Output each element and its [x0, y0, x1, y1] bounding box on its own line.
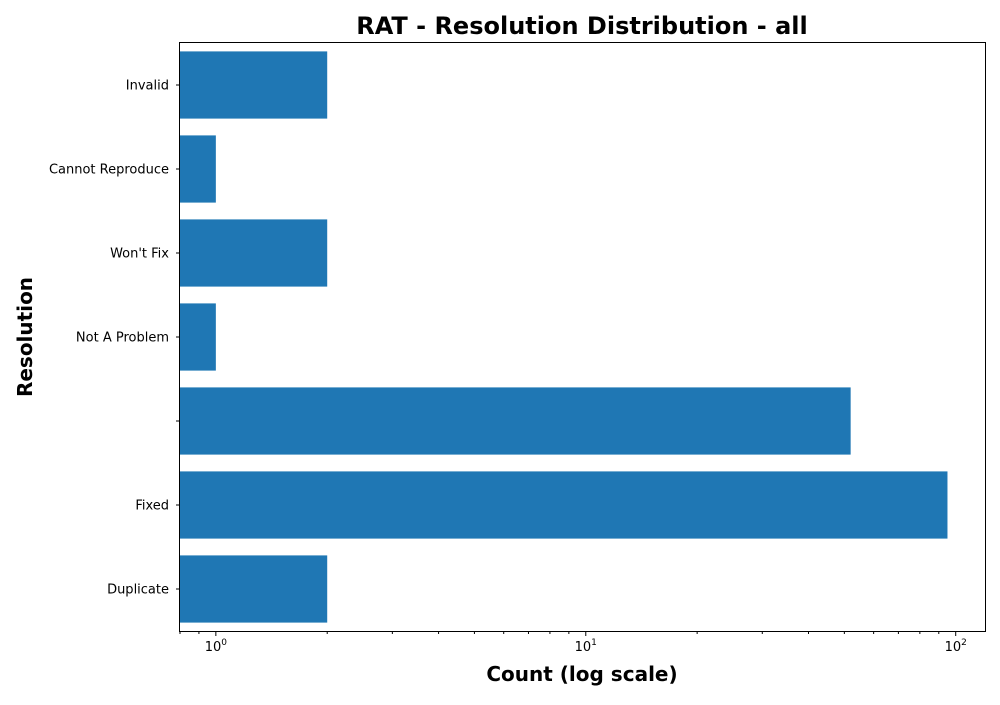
- bar: [180, 219, 328, 287]
- chart-title: RAT - Resolution Distribution - all: [356, 12, 808, 40]
- x-axis-label: Count (log scale): [486, 662, 677, 686]
- bar: [180, 303, 216, 371]
- bar: [180, 51, 328, 119]
- y-tick-label: Duplicate: [107, 583, 169, 598]
- y-tick-label: Cannot Reproduce: [49, 163, 169, 178]
- x-tick-base: 10: [945, 640, 962, 655]
- y-tick-label: Fixed: [135, 499, 169, 514]
- bar: [180, 555, 328, 623]
- y-axis-label: Resolution: [13, 277, 37, 397]
- x-tick-exponent: 0: [221, 638, 227, 648]
- bars-group: [180, 51, 948, 623]
- x-tick-base: 10: [205, 640, 222, 655]
- y-axis-ticks: Duplicate Fixed Not A Problem Won't Fix Cann…: [49, 79, 180, 598]
- x-tick-base: 10: [575, 640, 592, 655]
- x-tick-exponent: 1: [591, 638, 597, 648]
- y-tick-label: Invalid: [126, 79, 169, 94]
- x-tick-label: 102: [945, 638, 967, 655]
- bar: [180, 135, 216, 203]
- y-tick-label: Won't Fix: [110, 247, 169, 262]
- x-axis-ticks: 100 101 102: [179, 631, 967, 655]
- x-tick-label: 101: [575, 638, 597, 655]
- plot-frame: [179, 42, 986, 632]
- y-tick-label: Not A Problem: [76, 331, 169, 346]
- bar: [180, 387, 851, 455]
- x-tick-exponent: 2: [961, 638, 967, 648]
- bar: [180, 471, 948, 539]
- x-tick-label: 100: [205, 638, 228, 655]
